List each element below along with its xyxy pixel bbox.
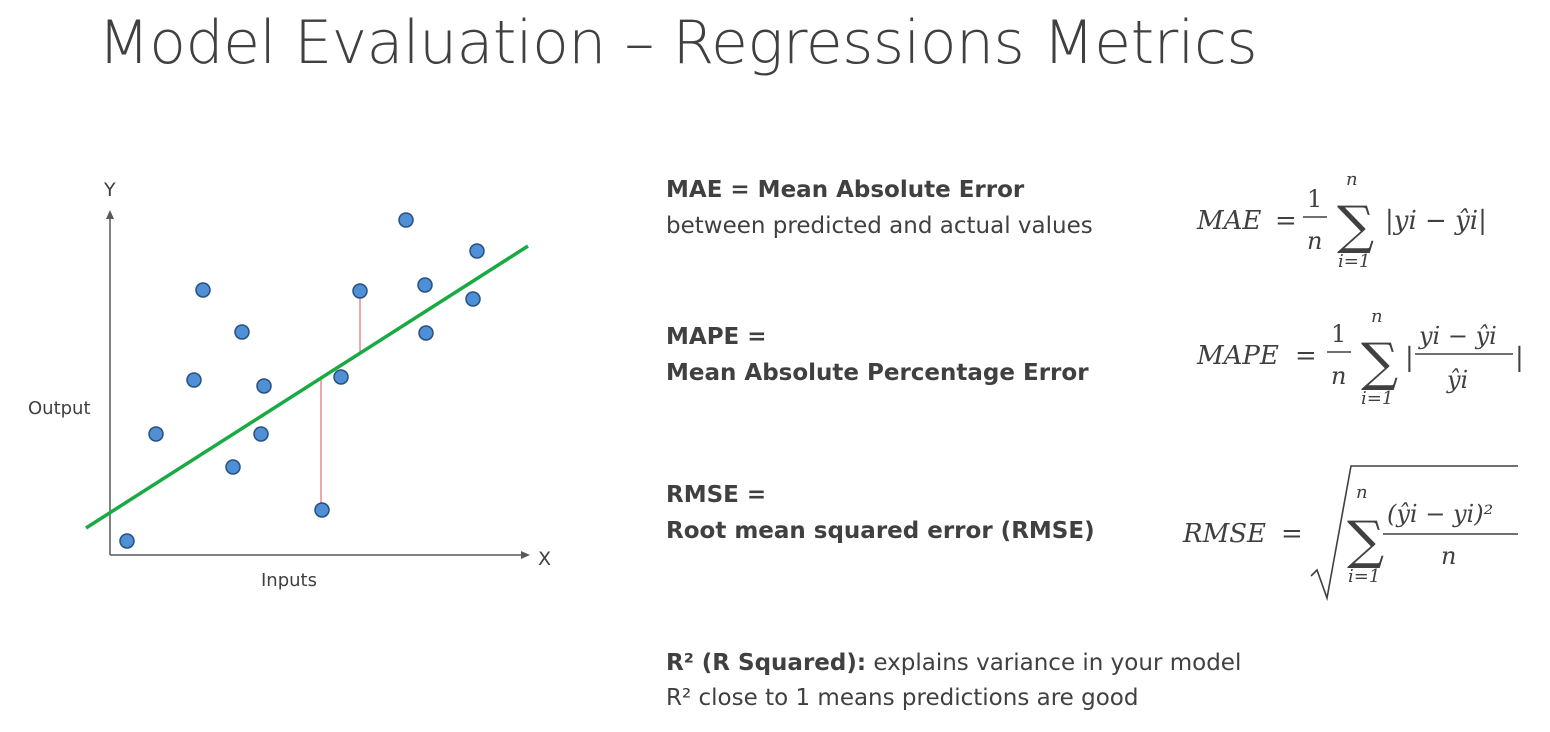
data-point [469, 243, 485, 259]
r2-definition: R² (R Squared): explains variance in you… [666, 650, 1241, 676]
y-axis-letter: Y [103, 179, 116, 201]
mape-frac-num: 1 [1331, 320, 1346, 348]
mae-formula-lhs: MAE [1196, 206, 1261, 236]
data-point [314, 502, 330, 518]
data-point [417, 277, 433, 293]
y-axis-label: Output [28, 398, 91, 419]
svg-text:=: = [1275, 206, 1297, 236]
mae-frac-num: 1 [1307, 185, 1322, 213]
data-point [186, 372, 202, 388]
rmse-sum-lower: i=1 [1348, 566, 1380, 587]
data-point [352, 283, 368, 299]
mae-description: between predicted and actual values [666, 213, 1093, 239]
x-axis-letter: X [538, 548, 551, 570]
rmse-formula-lhs: RMSE [1182, 519, 1266, 549]
mae-sum-lower: i=1 [1338, 251, 1370, 272]
mape-heading-line2: Mean Absolute Percentage Error [666, 360, 1089, 386]
svg-text:=: = [1281, 519, 1303, 549]
regression-plot: Y X Output Inputs [28, 179, 551, 591]
mape-sum-upper: n [1371, 306, 1383, 327]
svg-text:∑: ∑ [1361, 333, 1398, 393]
regression-line [85, 244, 529, 530]
rmse-heading-line1: RMSE = [666, 482, 767, 508]
mape-formula-lhs: MAPE [1196, 341, 1279, 371]
svg-text:∑: ∑ [1337, 196, 1374, 256]
data-point [253, 426, 269, 442]
mae-summand: |yi − ŷi| [1385, 206, 1487, 236]
mae-heading: MAE = Mean Absolute Error [666, 177, 1025, 203]
rmse-sum-upper: n [1356, 482, 1368, 503]
data-points [119, 212, 485, 549]
slide-title: Model Evaluation – Regressions Metrics [98, 8, 1258, 78]
data-point [148, 426, 164, 442]
mae-frac-den: n [1307, 227, 1322, 255]
r2-term: R² (R Squared): [666, 650, 867, 676]
data-point [234, 324, 250, 340]
mae-sum-upper: n [1346, 169, 1358, 190]
svg-text:|: | [1515, 343, 1524, 373]
mae-formula: MAE = 1 n n ∑ i=1 |yi − ŷi| [1196, 169, 1487, 272]
data-point [195, 282, 211, 298]
rmse-inner-num: (ŷi − yi)² [1387, 500, 1493, 528]
data-point [465, 291, 481, 307]
data-point [119, 533, 135, 549]
rmse-inner-den: n [1441, 542, 1456, 570]
mape-frac-den: n [1331, 362, 1346, 390]
data-point [333, 369, 349, 385]
r2-explanation: explains variance in your model [866, 650, 1242, 676]
mape-inner-num: yi − ŷi [1418, 322, 1497, 350]
mape-sum-lower: i=1 [1361, 388, 1393, 409]
data-point [225, 459, 241, 475]
mape-inner-den: ŷi [1446, 366, 1468, 394]
r2-note: R² close to 1 means predictions are good [666, 685, 1139, 711]
mape-heading-line1: MAPE = [666, 324, 767, 350]
svg-text:|: | [1405, 343, 1414, 373]
x-axis-label: Inputs [261, 570, 317, 591]
rmse-formula: RMSE = n ∑ i=1 (ŷi − yi)² n [1182, 465, 1518, 602]
data-point [256, 378, 272, 394]
data-point [418, 325, 434, 341]
data-point [398, 212, 414, 228]
mape-formula: MAPE = 1 n n ∑ i=1 | yi − ŷi ŷi | [1196, 306, 1524, 409]
svg-text:=: = [1295, 341, 1317, 371]
rmse-heading-line2: Root mean squared error (RMSE) [666, 518, 1095, 544]
svg-text:∑: ∑ [1347, 511, 1384, 571]
